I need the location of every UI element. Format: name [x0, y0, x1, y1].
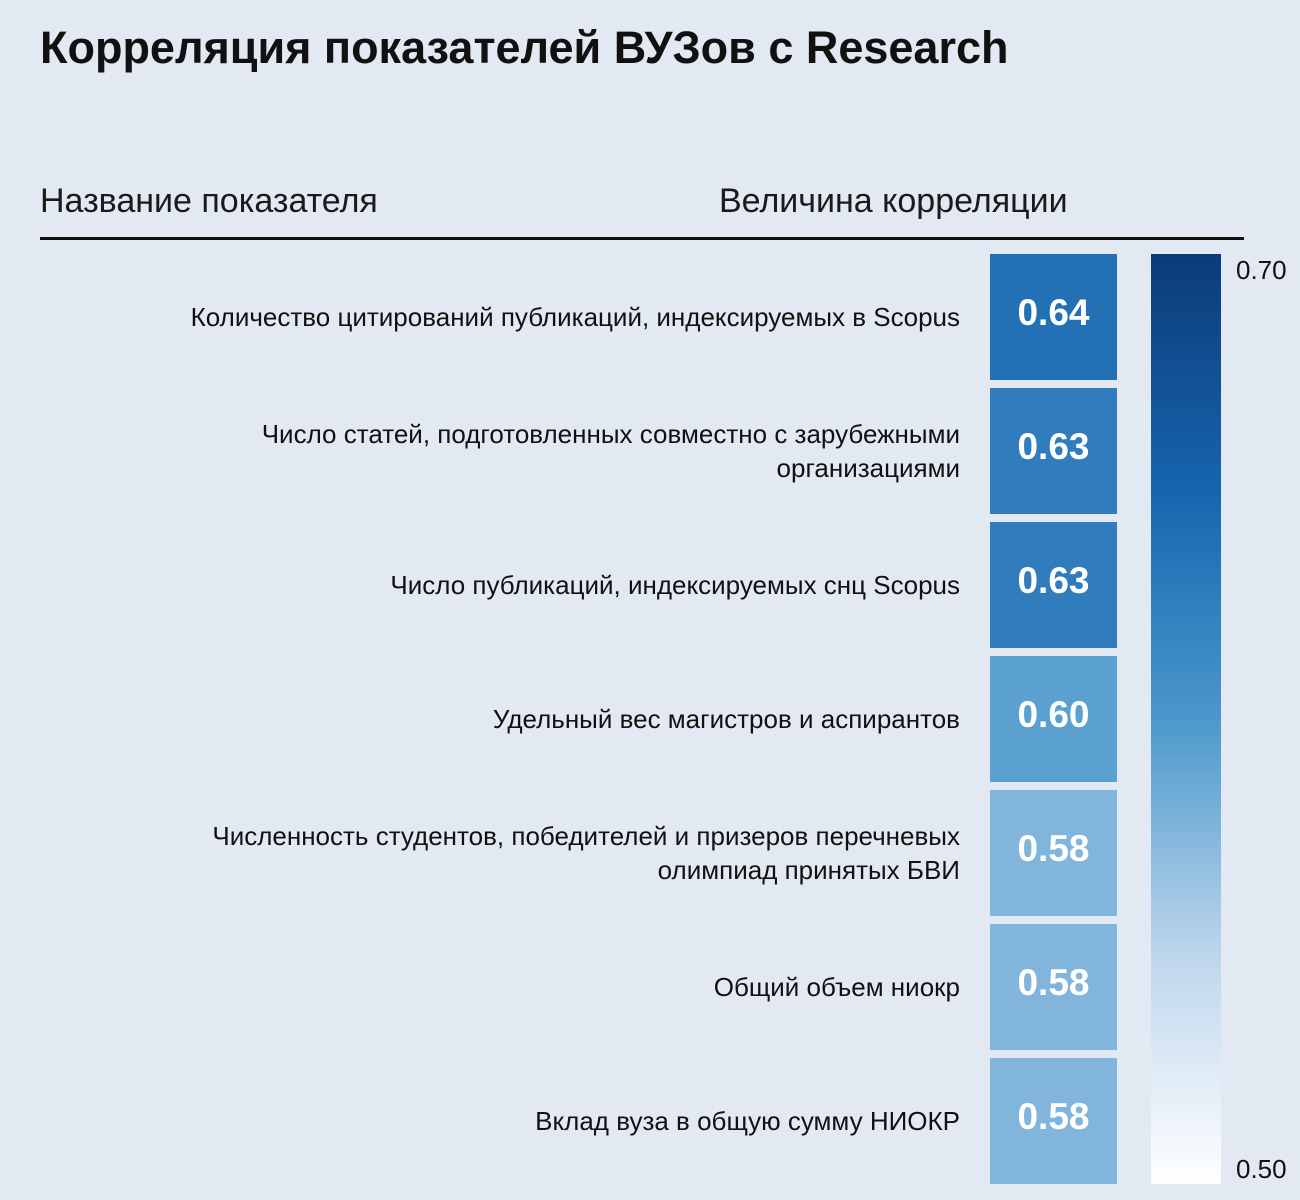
cell-value-label: 0.58 [1017, 1096, 1090, 1137]
colorbar [1151, 254, 1221, 1184]
colorbar-max-label: 0.70 [1236, 255, 1287, 285]
row-label: Количество цитирований публикаций, индек… [190, 302, 960, 332]
heatmap-cell [990, 254, 1117, 380]
indicator-name-header: Название показателя [40, 182, 378, 220]
row-label: Численность студентов, победителей и при… [212, 821, 960, 885]
heatmap-cell [990, 924, 1117, 1050]
cell-value-label: 0.64 [1017, 292, 1090, 333]
row-label: Число публикаций, индексируемых снц Scop… [390, 570, 960, 600]
cell-value-label: 0.63 [1017, 560, 1090, 601]
colorbar-gradient [1151, 254, 1221, 1184]
chart-title: Корреляция показателей ВУЗов с Research [40, 22, 1009, 73]
heatmap-cell [990, 388, 1117, 514]
heatmap-cell [990, 1058, 1117, 1184]
cell-value-label: 0.58 [1017, 828, 1090, 869]
row-label: Число статей, подготовленных совместно с… [261, 419, 960, 483]
cell-value-label: 0.58 [1017, 962, 1090, 1003]
heatmap-cell [990, 522, 1117, 648]
cell-value-label: 0.63 [1017, 426, 1090, 467]
row-label: Вклад вуза в общую сумму НИОКР [535, 1106, 960, 1136]
heatmap-cell [990, 656, 1117, 782]
heatmap-cell [990, 790, 1117, 916]
row-label: Общий объем ниокр [713, 972, 960, 1002]
correlation-value-header: Величина корреляции [719, 182, 1068, 220]
colorbar-min-label: 0.50 [1236, 1154, 1287, 1184]
cell-value-label: 0.60 [1017, 694, 1090, 735]
header-divider [40, 237, 1244, 240]
row-label: Удельный вес магистров и аспирантов [492, 704, 960, 734]
